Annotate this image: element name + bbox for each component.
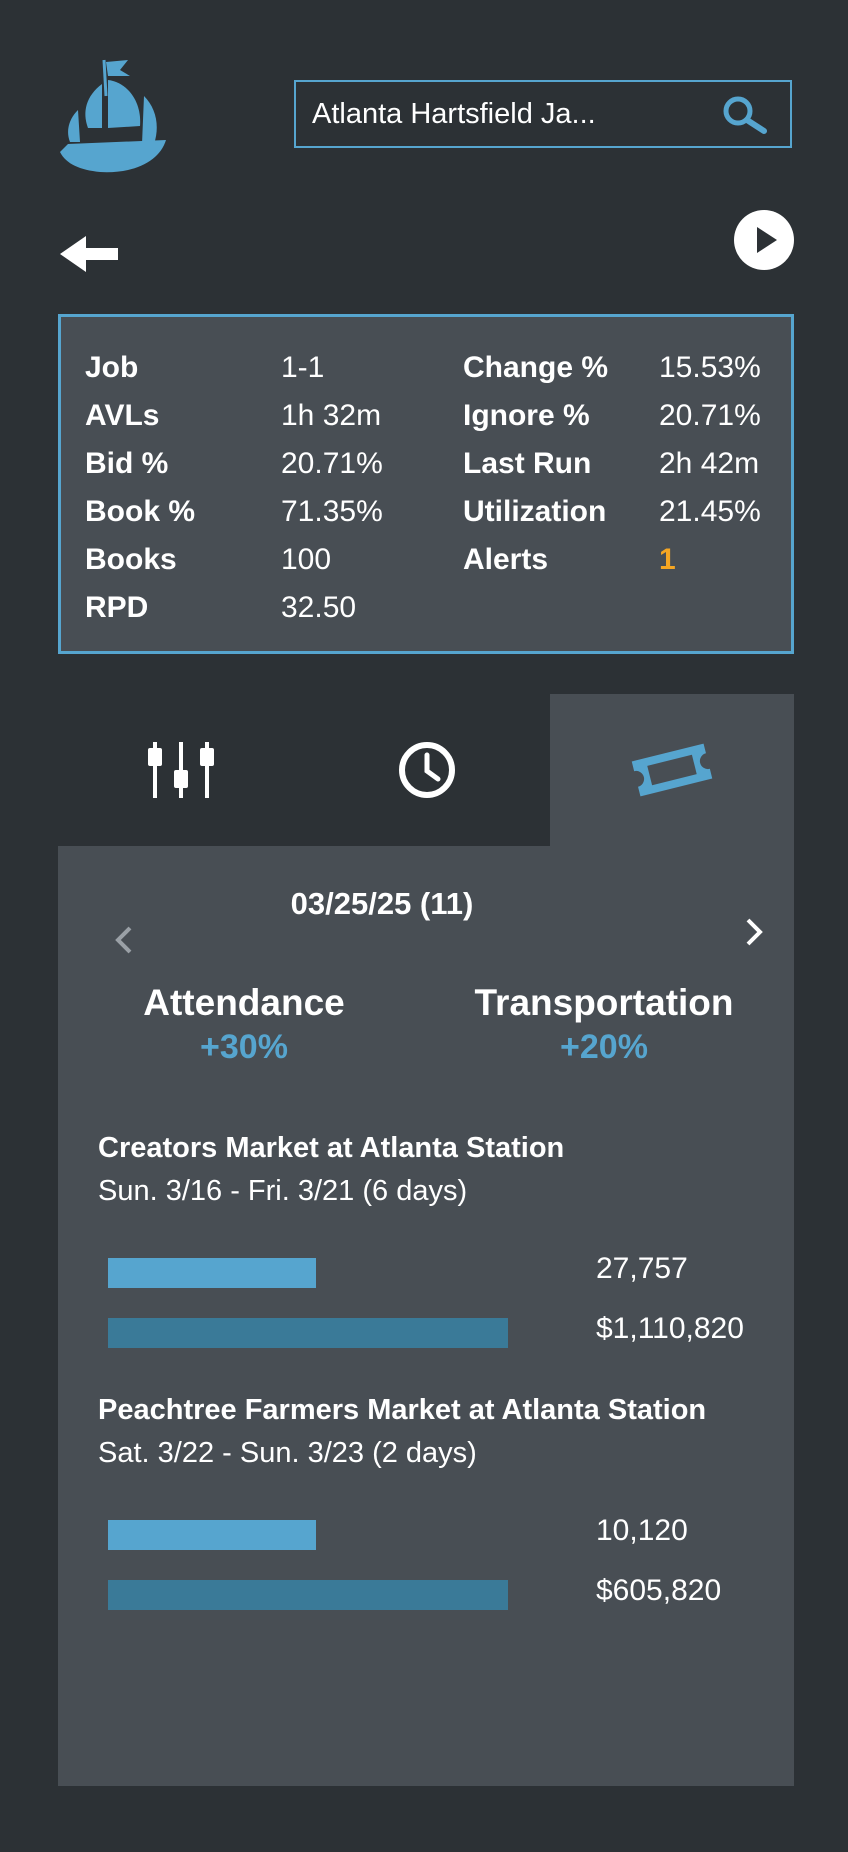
attendance-bar	[108, 1520, 316, 1550]
revenue-bar	[108, 1580, 508, 1610]
attendance-bar-row: 27,757	[108, 1252, 768, 1288]
stat-row: RPD 32.50	[61, 591, 791, 631]
revenue-bar-row: $605,820	[108, 1574, 768, 1610]
metric-value: +20%	[560, 1028, 648, 1066]
stat-value: 20.71%	[659, 399, 761, 432]
transportation-metric: Transportation +20%	[454, 982, 754, 1067]
tab-settings[interactable]	[58, 694, 304, 846]
revenue-value: $1,110,820	[596, 1312, 744, 1345]
event-name: Creators Market at Atlanta Station	[98, 1132, 565, 1164]
revenue-value: $605,820	[596, 1574, 722, 1607]
tab-bar	[58, 694, 794, 846]
stat-value: 1h 32m	[281, 399, 382, 432]
ticket-icon	[631, 743, 713, 797]
event-name: Peachtree Farmers Market at Atlanta Stat…	[98, 1394, 707, 1426]
clock-icon	[399, 742, 455, 798]
tab-history[interactable]	[304, 694, 550, 846]
stat-value: 20.71%	[281, 447, 383, 480]
stat-label: Ignore %	[463, 399, 590, 432]
metric-title: Transportation	[474, 982, 734, 1023]
date-label: 03/25/25 (11)	[290, 886, 474, 921]
stat-value: 71.35%	[281, 495, 383, 528]
metric-value: +30%	[200, 1028, 288, 1066]
ship-logo-icon	[60, 59, 166, 173]
stat-row: Books 100 Alerts 1	[61, 543, 791, 583]
attendance-metric: Attendance +30%	[94, 982, 394, 1067]
stat-value: 15.53%	[659, 351, 761, 384]
event-dates: Sun. 3/16 - Fri. 3/21 (6 days)	[98, 1175, 468, 1207]
stat-row: Job 1-1 Change % 15.53%	[61, 351, 791, 391]
stat-label: Change %	[463, 351, 609, 384]
chevron-left-icon[interactable]	[110, 922, 138, 958]
attendance-value: 10,120	[596, 1514, 688, 1547]
tab-events[interactable]	[550, 694, 794, 846]
stat-value: 100	[281, 543, 332, 576]
alerts-count-badge[interactable]: 1	[659, 543, 676, 576]
stat-label: Job	[85, 351, 139, 384]
stat-value: 1-1	[281, 351, 325, 384]
revenue-bar-row: $1,110,820	[108, 1312, 768, 1348]
stat-label: Alerts	[463, 543, 549, 576]
revenue-bar	[108, 1318, 508, 1348]
search-box[interactable]: Atlanta Hartsfield Ja...	[294, 80, 792, 148]
stat-label: Utilization	[463, 495, 607, 528]
stat-row: AVLs 1h 32m Ignore % 20.71%	[61, 399, 791, 439]
attendance-bar	[108, 1258, 316, 1288]
attendance-bar-row: 10,120	[108, 1514, 768, 1550]
stat-label: Book %	[85, 495, 196, 528]
metric-title: Attendance	[143, 982, 345, 1023]
search-input[interactable]: Atlanta Hartsfield Ja...	[312, 98, 596, 130]
back-arrow-icon[interactable]	[58, 234, 120, 274]
event-item[interactable]: Creators Market at Atlanta Station Sun. …	[98, 1132, 778, 1208]
search-icon[interactable]	[720, 95, 768, 135]
stat-label: AVLs	[85, 399, 160, 432]
play-icon[interactable]	[734, 210, 794, 270]
job-stats-panel: Job 1-1 Change % 15.53% AVLs 1h 32m Igno…	[58, 314, 794, 654]
attendance-value: 27,757	[596, 1252, 688, 1285]
stat-label: RPD	[85, 591, 149, 624]
sliders-icon	[148, 742, 214, 798]
stat-label: Last Run	[463, 447, 592, 480]
stat-row: Bid % 20.71% Last Run 2h 42m	[61, 447, 791, 487]
stat-label: Bid %	[85, 447, 169, 480]
stat-value: 21.45%	[659, 495, 761, 528]
event-dates: Sat. 3/22 - Sun. 3/23 (2 days)	[98, 1437, 477, 1469]
stat-label: Books	[85, 543, 177, 576]
chevron-right-icon[interactable]	[740, 914, 768, 950]
app-logo	[56, 56, 172, 174]
events-panel: 03/25/25 (11) Attendance +30% Transporta…	[58, 846, 794, 1786]
stat-value: 32.50	[281, 591, 357, 624]
stat-value: 2h 42m	[659, 447, 760, 480]
stat-row: Book % 71.35% Utilization 21.45%	[61, 495, 791, 535]
event-item[interactable]: Peachtree Farmers Market at Atlanta Stat…	[98, 1394, 778, 1470]
